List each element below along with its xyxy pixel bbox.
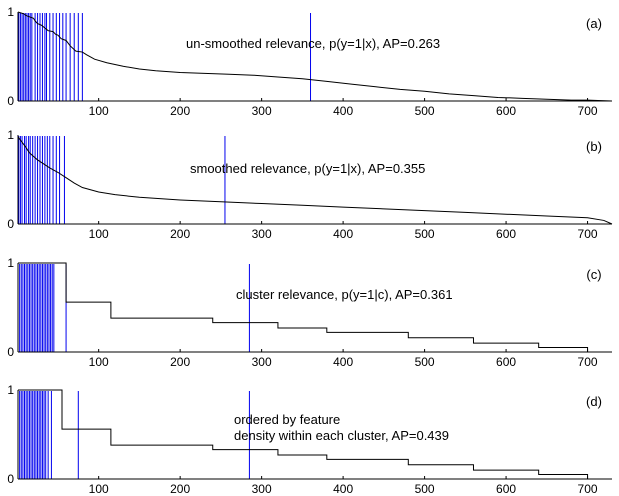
x-tick-label: 400 — [333, 355, 353, 369]
relevance-curve — [17, 11, 613, 102]
x-tick-label: 500 — [415, 104, 435, 118]
x-tick-label: 400 — [333, 104, 353, 118]
x-tick-label: 100 — [89, 227, 109, 241]
annotation: cluster relevance, p(y=1|c), AP=0.361 — [236, 287, 453, 302]
y-tick-label: 1 — [7, 256, 14, 270]
panel-label: (a) — [586, 16, 602, 31]
y-tick-label: 0 — [7, 345, 14, 359]
y-tick-label: 0 — [7, 472, 14, 486]
x-tick-label: 600 — [496, 104, 516, 118]
x-tick-label: 100 — [89, 482, 109, 496]
relevance-curve — [17, 136, 613, 225]
y-tick-label: 0 — [7, 94, 14, 108]
x-tick-label: 200 — [170, 227, 190, 241]
panel-label: (c) — [586, 267, 601, 282]
panel-label: (d) — [586, 394, 602, 409]
x-tick-label: 200 — [170, 355, 190, 369]
x-tick-label: 300 — [252, 482, 272, 496]
y-tick-label: 1 — [7, 5, 14, 19]
annotation: smoothed relevance, p(y=1|x), AP=0.355 — [190, 161, 425, 176]
panel-a: 100 200 300 400 500 600 700 0 1 (a) un-smoothed re… — [7, 5, 613, 118]
annotation: ordered by feature — [234, 412, 340, 427]
annotation: un-smoothed relevance, p(y=1|x), AP=0.26… — [186, 36, 440, 51]
annotation: density within each cluster, AP=0.439 — [234, 428, 449, 443]
y-tick-label: 1 — [7, 128, 14, 142]
x-tick-label: 700 — [578, 482, 598, 496]
x-tick-label: 500 — [415, 227, 435, 241]
panel-d: 100 200 300 400 500 600 700 0 1 (d) ordered by fea… — [7, 383, 612, 496]
relevance-curve — [18, 389, 604, 480]
x-tick-label: 100 — [89, 104, 109, 118]
y-tick-label: 1 — [7, 383, 14, 397]
x-tick-label: 300 — [252, 227, 272, 241]
panel-c: 100 200 300 400 500 600 700 0 1 (c) cluster releva… — [7, 256, 612, 369]
x-tick-label: 700 — [578, 104, 598, 118]
x-tick-label: 400 — [333, 227, 353, 241]
y-tick-label: 0 — [7, 217, 14, 231]
x-tick-label: 200 — [170, 482, 190, 496]
x-tick-label: 400 — [333, 482, 353, 496]
x-tick-label: 500 — [415, 355, 435, 369]
panel-label: (b) — [586, 139, 602, 154]
x-tick-label: 300 — [252, 355, 272, 369]
x-tick-label: 600 — [496, 227, 516, 241]
x-tick-label: 700 — [578, 355, 598, 369]
x-tick-label: 500 — [415, 482, 435, 496]
x-tick-label: 200 — [170, 104, 190, 118]
x-tick-label: 300 — [252, 104, 272, 118]
x-tick-label: 700 — [578, 227, 598, 241]
x-tick-label: 600 — [496, 482, 516, 496]
relevance-curve — [18, 262, 604, 353]
panel-b: 100 200 300 400 500 600 700 0 1 (b) smoothed relev… — [7, 128, 613, 241]
x-tick-label: 600 — [496, 355, 516, 369]
x-tick-label: 100 — [89, 355, 109, 369]
